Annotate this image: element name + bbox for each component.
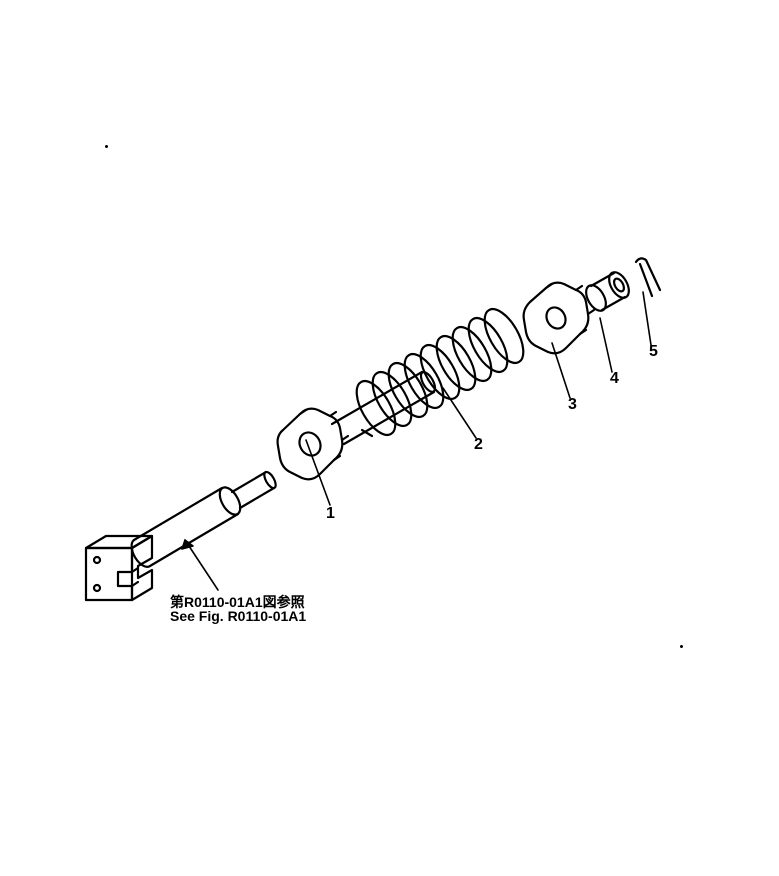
leader-lines	[182, 292, 651, 590]
stray-dot	[680, 645, 683, 648]
callout-2: 2	[474, 436, 483, 454]
reference-text-en: See Fig. R0110-01A1	[170, 608, 306, 624]
stray-dot	[105, 145, 108, 148]
part-3-rear-plate	[524, 283, 594, 354]
callout-4: 4	[610, 370, 619, 388]
callout-5: 5	[649, 343, 658, 361]
callout-1: 1	[326, 505, 335, 523]
yoke-bracket	[86, 536, 152, 600]
part-4-bushing	[582, 269, 633, 314]
diagram-canvas	[0, 0, 779, 876]
cylinder-rod	[132, 470, 278, 567]
part-5-pin	[636, 258, 660, 296]
part-2-spring	[349, 303, 531, 441]
callout-3: 3	[568, 396, 577, 414]
